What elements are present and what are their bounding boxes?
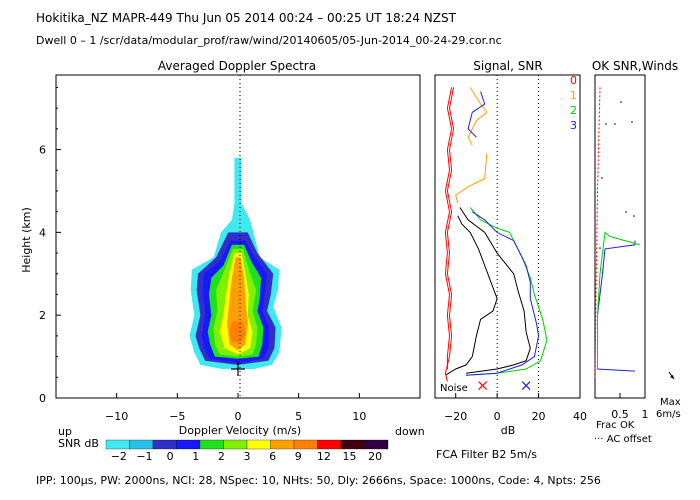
colorbar-cell xyxy=(105,439,130,450)
signal-tick-label: 40 xyxy=(573,410,587,423)
series-frac_ok_a xyxy=(597,240,636,372)
colorbar-label: 15 xyxy=(343,450,357,463)
series-noise_a xyxy=(444,87,455,382)
signal-tick-label: −20 xyxy=(444,410,467,423)
ok-tick-label: 0.5 xyxy=(611,408,629,421)
colorbar-label: 3 xyxy=(244,450,251,463)
height-tick-label: 4 xyxy=(39,226,46,239)
signal-plot-frame xyxy=(434,74,581,399)
wind-legend: 0 1 2 3 xyxy=(570,74,577,132)
legend-item-1: 1 xyxy=(570,89,577,102)
series-wind_3_upper xyxy=(467,91,486,138)
series-noise_b xyxy=(444,87,453,369)
signal-tick-label: 0 xyxy=(494,410,501,423)
noise-label: Noise xyxy=(440,383,468,394)
signal-title: Signal, SNR xyxy=(473,59,542,73)
up-label: up xyxy=(58,425,72,438)
height-y-ticks: 0 2 4 6 xyxy=(39,86,61,405)
colorbar-cell xyxy=(129,439,154,450)
legend-item-3: 3 xyxy=(570,119,577,132)
doppler-x-axis-label: Doppler Velocity (m/s) xyxy=(179,424,301,437)
frac-ok-baseline xyxy=(594,87,601,378)
colorbar-cell xyxy=(176,439,201,450)
signal-snr-panel: Signal, SNR Noise −20 0 20 40 dB xyxy=(434,59,587,437)
colorbar-label: 9 xyxy=(295,450,302,463)
series-frac_ok_b xyxy=(597,231,641,369)
signal-x-ticks: −20 0 20 40 xyxy=(444,393,587,423)
x-marker-red xyxy=(478,381,488,391)
colorbar-cell xyxy=(199,439,224,450)
ok-plot-frame xyxy=(594,74,646,399)
height-tick-label: 0 xyxy=(39,392,46,405)
colorbar-labels: −2 −1 0 1 2 3 6 9 12 15 20 xyxy=(111,450,382,463)
doppler-spectra-panel: Averaged Doppler Spectra −10 −5 0 5 10 0246 … xyxy=(20,59,425,438)
doppler-title: Averaged Doppler Spectra xyxy=(158,59,316,73)
series-wind_2 xyxy=(466,207,548,376)
colorbar-cells xyxy=(105,439,389,450)
series-wind_1_low xyxy=(459,207,531,374)
doppler-tick-label: 10 xyxy=(352,410,366,423)
snr-colorbar: SNR dB −2 −1 0 1 2 3 6 9 12 15 20 xyxy=(58,437,389,463)
doppler-tick-label: 0 xyxy=(235,410,242,423)
colorbar-cell xyxy=(270,439,295,450)
max-value-label: 6m/s xyxy=(656,409,681,420)
colorbar-cell xyxy=(364,439,389,450)
ac-offset-dots xyxy=(599,101,635,249)
doppler-tick-label: −10 xyxy=(105,410,128,423)
ac-offset-label: ··· AC offset xyxy=(594,434,652,445)
contour-snr-6 xyxy=(236,275,243,287)
colorbar-cell xyxy=(293,439,318,450)
signal-x-markers xyxy=(478,381,531,391)
header-line-1: Hokitika_NZ MAPR-449 Thu Jun 05 2014 00:… xyxy=(36,11,456,25)
frac-ok-series xyxy=(594,87,641,378)
colorbar-cell xyxy=(246,439,271,450)
series-wind_1_upper xyxy=(467,87,488,146)
height-tick-label: 2 xyxy=(39,309,46,322)
ok-winds-title: OK SNR,Winds xyxy=(592,59,678,73)
colorbar-cell xyxy=(317,439,342,450)
colorbar-label: −1 xyxy=(136,450,152,463)
colorbar-label: 6 xyxy=(269,450,276,463)
colorbar-label: 0 xyxy=(167,450,174,463)
legend-item-0: 0 xyxy=(570,74,577,87)
zero-marker xyxy=(231,362,245,377)
height-tick-label: 6 xyxy=(39,144,46,157)
doppler-tick-label: −5 xyxy=(169,410,185,423)
ok-tick-label: 1 xyxy=(642,408,649,421)
series-wind_3_low xyxy=(466,211,540,376)
doppler-x-ticks: −10 −5 0 5 10 xyxy=(105,393,366,423)
series-signal xyxy=(445,215,498,376)
colorbar-cell xyxy=(152,439,177,450)
frac-ok-label: Frac OK xyxy=(596,420,635,431)
signal-gridlines xyxy=(496,75,540,398)
x-marker-blue xyxy=(521,381,531,391)
colorbar-label: 12 xyxy=(317,450,331,463)
signal-series xyxy=(444,87,548,382)
max-label: Max xyxy=(660,397,681,408)
signal-tick-label: 20 xyxy=(532,410,546,423)
colorbar-label: −2 xyxy=(111,450,127,463)
down-label: down xyxy=(395,425,425,438)
series-wind_1_mid xyxy=(455,153,488,204)
contour-snr-9 xyxy=(229,321,246,343)
fca-filter-label: FCA Filter B2 5m/s xyxy=(436,448,537,461)
colorbar-label: 2 xyxy=(218,450,225,463)
max-arrow-head-icon xyxy=(670,375,674,379)
header-line-2: Dwell 0 – 1 /scr/data/modular_prof/raw/w… xyxy=(36,34,502,47)
signal-x-axis-label: dB xyxy=(501,424,516,437)
height-axis-label: Height (km) xyxy=(20,207,33,273)
doppler-tick-label: 5 xyxy=(295,410,302,423)
legend-item-2: 2 xyxy=(570,104,577,117)
snr-contours xyxy=(189,157,282,369)
ok-x-ticks: 0.5 1 xyxy=(611,393,649,421)
colorbar-cell xyxy=(340,439,365,450)
footer-params: IPP: 100μs, PW: 2000ns, NCI: 28, NSpec: … xyxy=(36,474,601,487)
colorbar-title: SNR dB xyxy=(58,437,99,450)
colorbar-label: 1 xyxy=(192,450,199,463)
colorbar-label: 20 xyxy=(368,450,382,463)
colorbar-cell xyxy=(223,439,248,450)
